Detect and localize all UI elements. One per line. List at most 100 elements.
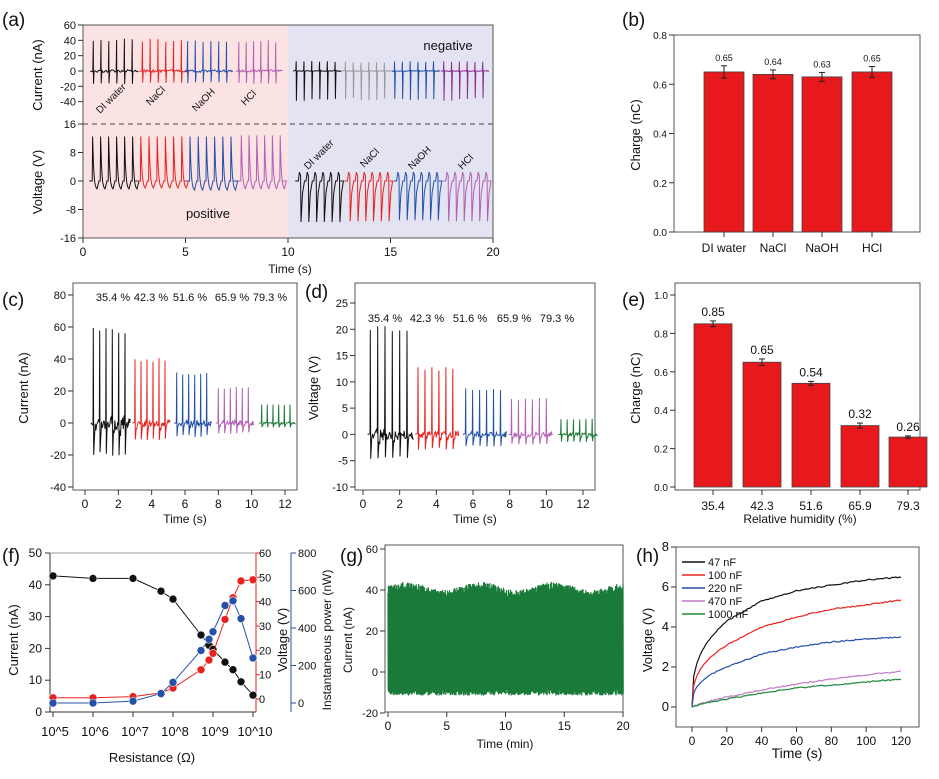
y-tick-label: -40 bbox=[60, 97, 76, 109]
x-tick-label: 10 bbox=[281, 245, 295, 259]
x-axis-label: Time (s) bbox=[453, 512, 497, 526]
x-tick-label: 5 bbox=[182, 245, 189, 259]
x-tick-label: 10^8 bbox=[161, 724, 189, 739]
y-tick-label: 10 bbox=[259, 670, 271, 682]
series-line bbox=[691, 636, 902, 708]
data-label: 0.65 bbox=[750, 343, 774, 357]
x-tick-label: 10 bbox=[245, 497, 259, 511]
y-axis-label: Voltage (V) bbox=[275, 608, 290, 672]
x-tick-label: 0 bbox=[360, 497, 367, 511]
panel-label: (e) bbox=[622, 290, 645, 311]
voltage-trace bbox=[393, 171, 443, 221]
y-tick-label: 4 bbox=[662, 619, 669, 634]
humidity-label: 42.3 % bbox=[134, 292, 168, 304]
humidity-label: 35.4 % bbox=[96, 292, 130, 304]
current-trace bbox=[184, 40, 234, 84]
x-tick-label: 4 bbox=[148, 497, 155, 511]
category-label: 65.9 bbox=[848, 499, 872, 513]
current-trace bbox=[342, 61, 391, 101]
y-tick-label: 80 bbox=[54, 290, 66, 302]
y-axis-label: Voltage (V) bbox=[306, 356, 321, 420]
y-tick-label: 15 bbox=[336, 351, 348, 363]
y-tick-label: 50 bbox=[29, 546, 43, 560]
y-tick-label: 800 bbox=[298, 548, 316, 560]
humidity-label: 35.4 % bbox=[368, 313, 402, 325]
category-label: 51.6 bbox=[799, 499, 823, 513]
data-point bbox=[228, 596, 238, 606]
x-tick-label: 8 bbox=[506, 497, 513, 511]
series-line bbox=[53, 579, 254, 699]
x-tick-label: 0 bbox=[80, 245, 87, 259]
x-tick-label: 2 bbox=[115, 497, 122, 511]
data-point bbox=[220, 657, 230, 667]
category-label: 79.3 bbox=[896, 499, 920, 513]
y-tick-label: 10 bbox=[336, 377, 348, 389]
data-point bbox=[48, 698, 58, 708]
x-tick-label: 10^5 bbox=[41, 724, 69, 739]
y-tick-label: -8 bbox=[66, 205, 76, 217]
y-tick-label: 40 bbox=[64, 35, 76, 47]
voltage-trace bbox=[89, 136, 140, 191]
data-point bbox=[48, 571, 58, 581]
y-tick-label: 0.2 bbox=[653, 179, 667, 190]
plot-frame-h bbox=[675, 546, 920, 728]
data-point bbox=[220, 615, 230, 624]
voltage-trace bbox=[237, 135, 288, 190]
series-line bbox=[691, 670, 902, 708]
x-tick-label: 80 bbox=[825, 734, 839, 748]
y-tick-label: 5 bbox=[342, 403, 348, 415]
y-tick-label: 40 bbox=[366, 585, 378, 597]
x-axis-label: Relative humidity (%) bbox=[743, 512, 856, 526]
x-tick-label: 40 bbox=[755, 734, 769, 748]
data-point bbox=[128, 696, 138, 706]
y-tick-label: 25 bbox=[336, 298, 348, 310]
x-tick-label: 60 bbox=[790, 734, 804, 748]
y-tick-label: 0 bbox=[372, 667, 378, 679]
voltage-trace bbox=[295, 171, 344, 223]
trace bbox=[132, 358, 171, 441]
x-tick-label: 15 bbox=[384, 245, 398, 259]
y-axis-label: Voltage (V) bbox=[640, 608, 655, 672]
trace bbox=[367, 326, 414, 459]
y-tick-label: 16 bbox=[64, 119, 76, 131]
y-axis-label: Current (nA) bbox=[341, 607, 355, 673]
data-point bbox=[248, 575, 258, 585]
trace bbox=[259, 404, 297, 428]
bar bbox=[888, 436, 928, 488]
y-tick-label: -20 bbox=[362, 708, 378, 720]
plot-frame-e bbox=[674, 282, 921, 491]
data-label: 0.65 bbox=[715, 53, 733, 63]
trace bbox=[174, 372, 212, 438]
x-tick-label: 10^6 bbox=[81, 724, 109, 739]
x-tick-label: 0 bbox=[689, 734, 696, 748]
x-tick-label: 6 bbox=[182, 497, 189, 511]
trace bbox=[558, 418, 598, 443]
y-tick-label: 20 bbox=[54, 386, 66, 398]
series-line bbox=[691, 576, 902, 708]
voltage-trace bbox=[344, 171, 394, 222]
x-tick-label: 0 bbox=[385, 719, 392, 733]
data-point bbox=[208, 648, 218, 658]
bar bbox=[801, 76, 843, 233]
panel-label: (g) bbox=[340, 546, 363, 567]
y-tick-label: 0.6 bbox=[653, 80, 667, 91]
y-tick-label: 40 bbox=[54, 354, 66, 366]
y-tick-label: 0 bbox=[662, 699, 669, 714]
data-label: 0.54 bbox=[799, 365, 823, 379]
data-point bbox=[220, 601, 230, 610]
y-tick-label: 0.8 bbox=[653, 31, 667, 42]
negative-region bbox=[288, 25, 493, 238]
x-tick-label: 0 bbox=[82, 497, 89, 511]
y-tick-label: 40 bbox=[259, 597, 271, 609]
y-axis-label: Current (nA) bbox=[30, 39, 45, 111]
current-trace bbox=[391, 61, 440, 101]
y-tick-label: 60 bbox=[366, 544, 378, 556]
y-tick-label: 1.0 bbox=[654, 291, 668, 302]
category-label: DI water bbox=[702, 241, 747, 255]
y-tick-label: 0.8 bbox=[654, 329, 668, 340]
x-tick-label: 100 bbox=[856, 734, 876, 748]
x-tick-label: 10^7 bbox=[121, 724, 149, 739]
category-label: NaOH bbox=[805, 241, 838, 255]
y-tick-label: -20 bbox=[60, 81, 76, 93]
data-point bbox=[236, 614, 246, 623]
